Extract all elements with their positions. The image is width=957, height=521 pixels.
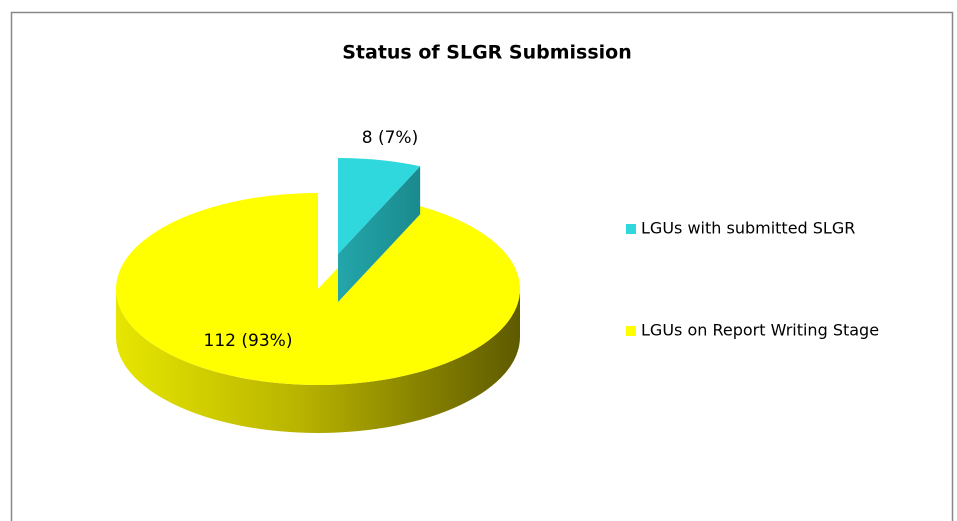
legend: LGUs with submitted SLGR LGUs on Report W…	[626, 219, 879, 340]
value-label: 8 (7%)	[362, 128, 418, 148]
slice	[338, 158, 421, 254]
slice-cut-face	[338, 166, 421, 302]
chart-title: Status of SLGR Submission	[342, 42, 632, 64]
legend-label: LGUs with submitted SLGR	[641, 219, 855, 238]
value-label: 112 (93%)	[204, 331, 293, 351]
legend-swatch	[626, 326, 636, 336]
plot-area: 112 (93%) 8 (7%)	[115, 128, 520, 433]
slice-side	[116, 289, 520, 433]
slice	[115, 193, 520, 386]
legend-swatch	[626, 224, 636, 234]
chart-frame	[10, 11, 954, 521]
legend-label: LGUs on Report Writing Stage	[641, 321, 879, 340]
